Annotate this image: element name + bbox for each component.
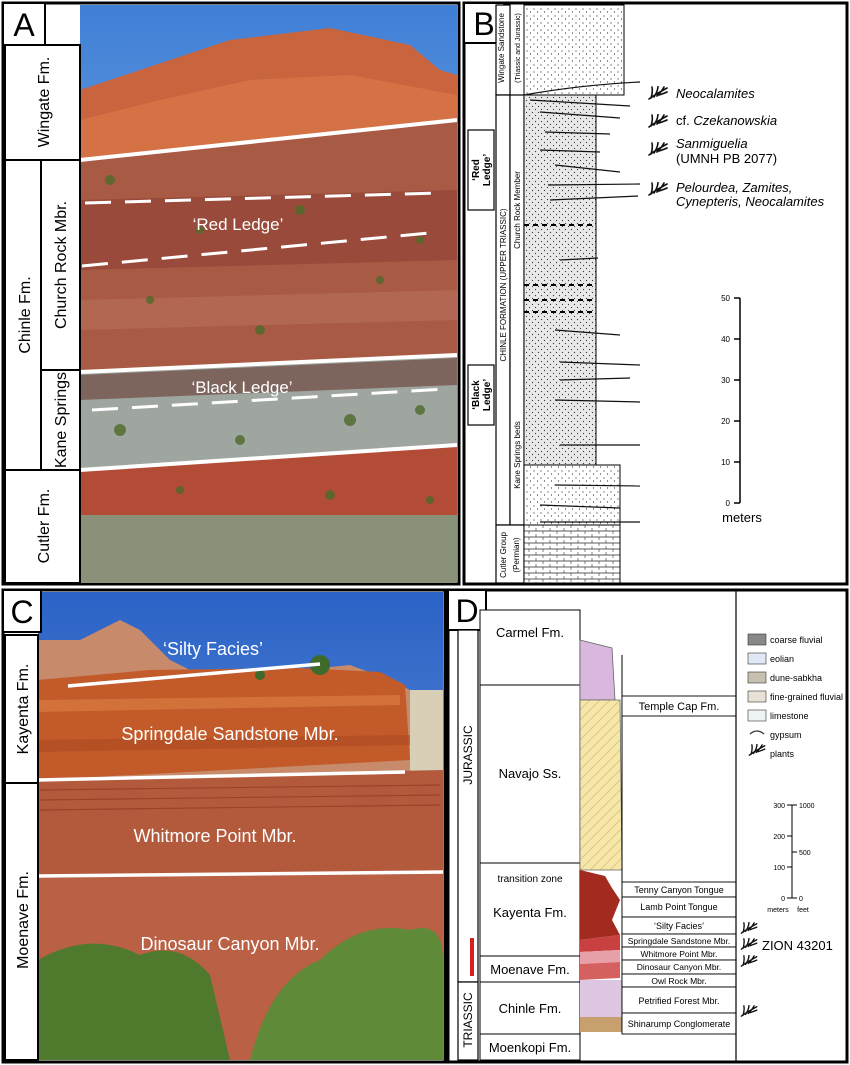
panel-a: ‘Red Ledge’ ‘Black Ledge’ Wingate Fm. Ch… [1, 1, 461, 586]
scale-tick-20: 20 [721, 417, 730, 426]
cutler-group-label: Cutler Group [499, 532, 508, 578]
panel-d-legend [747, 633, 767, 756]
scale-tick-50: 50 [721, 294, 730, 303]
lamb-point-label: Lamb Point Tongue [640, 902, 717, 912]
panel-b-side-columns [467, 4, 525, 584]
scale-tick-30: 30 [721, 376, 730, 385]
scale-feet-label: feet [797, 907, 809, 914]
scale-tick-0: 0 [726, 499, 731, 508]
temple-cap-label: Temple Cap Fm. [639, 701, 720, 713]
tenny-canyon-label: Tenny Canyon Tongue [634, 885, 723, 895]
wingate-age-label: (Triassic and Jurassic) [515, 13, 522, 83]
scale-ft-1000: 1000 [799, 803, 815, 810]
panel-d-formation-boxes [479, 609, 581, 1061]
kane-springs-label: Kane Springs [53, 372, 70, 468]
whitmore-d-label: Whitmore Point Mbr. [641, 949, 718, 959]
panel-c-unit-strip [4, 634, 39, 1061]
panel-a-letter: A [13, 7, 35, 43]
petrified-forest-label: Petrified Forest Mbr. [638, 996, 719, 1006]
wingate-label: Wingate Fm. [36, 57, 53, 148]
scale-m-200: 200 [773, 834, 785, 841]
carmel-label: Carmel Fm. [496, 625, 564, 640]
whitmore-label: Whitmore Point Mbr. [133, 826, 296, 846]
black-ledge-label: ‘Black Ledge’ [191, 378, 292, 397]
panel-a-contact-lines [79, 118, 458, 472]
owl-rock-label: Owl Rock Mbr. [651, 976, 706, 986]
transition-zone-label: transition zone [497, 874, 562, 885]
scale-m-100: 100 [773, 865, 785, 872]
red-ledge-side-1: ‘Red [471, 159, 482, 181]
moenave-formation-label: Moenave Fm. [490, 962, 569, 977]
kane-springs-beds-label: Kane Springs beds [513, 421, 522, 489]
panel-b: B Wingate Sandstone (Triassic and Jurass… [462, 1, 849, 586]
springdale-d-label: Springdale Sandstone Mbr. [628, 936, 731, 946]
dinosaur-d-label: Dinosaur Canyon Mbr. [637, 962, 722, 972]
chinle-formation-label: CHINLE FORMATION (UPPER TRIASSIC) [499, 208, 508, 361]
scale-tick-10: 10 [721, 458, 730, 467]
panel-c-contact-lines [37, 662, 444, 878]
permian-label: (Permian) [512, 537, 521, 572]
moenave-label: Moenave Fm. [15, 871, 32, 969]
scale-ft-500: 500 [799, 850, 811, 857]
plant-neocalamites: Neocalamites [676, 86, 755, 101]
plant-sanmiguelia-specimen: (UMNH PB 2077) [676, 151, 777, 166]
legend-fine-grained-fluvial: fine-grained fluvial [770, 692, 843, 702]
scale-meters-label: meters [767, 907, 789, 914]
panel-d: D JURASSIC TRIASSIC Carmel Fm. Navajo Ss… [446, 588, 849, 1064]
panel-d-scale-bar [787, 804, 797, 899]
panel-c-letter: C [10, 594, 33, 630]
legend-gypsum: gypsum [770, 730, 802, 740]
springdale-label: Springdale Sandstone Mbr. [121, 724, 338, 744]
navajo-label: Navajo Ss. [499, 766, 562, 781]
scale-unit-meters: meters [722, 510, 762, 525]
panel-d-member-boxes [621, 695, 737, 1035]
panel-b-scale-bar [734, 297, 741, 504]
chinle-label: Chinle Fm. [17, 276, 34, 353]
panel-a-unit-strip [4, 44, 81, 584]
dinosaur-label: Dinosaur Canyon Mbr. [140, 934, 319, 954]
wingate-sandstone-label: Wingate Sandstone [497, 13, 506, 83]
moenkopi-label: Moenkopi Fm. [489, 1040, 571, 1055]
chinle-formation-d-label: Chinle Fm. [499, 1001, 562, 1016]
panel-d-system-column [457, 629, 479, 1061]
jurassic-label: JURASSIC [461, 725, 475, 785]
scale-tick-40: 40 [721, 335, 730, 344]
shinarump-label: Shinarump Conglomerate [628, 1019, 731, 1029]
panel-b-column [523, 4, 641, 584]
triassic-label: TRIASSIC [461, 992, 475, 1048]
scale-m-300: 300 [773, 803, 785, 810]
kayenta-label: Kayenta Fm. [15, 664, 32, 755]
black-ledge-side-2: Ledge’ [482, 379, 493, 411]
legend-eolian: eolian [770, 654, 794, 664]
black-ledge-side-1: ‘Black [471, 380, 482, 410]
church-rock-label: Church Rock Mbr. [53, 201, 70, 329]
zion-specimen-label: ZION 43201 [762, 938, 833, 953]
panel-a-ledge-dashes [81, 191, 446, 412]
panel-c: ‘Silty Facies’ Springdale Sandstone Mbr.… [1, 588, 447, 1064]
church-rock-member-label: Church Rock Member [513, 171, 522, 249]
kayenta-formation-label: Kayenta Fm. [493, 905, 567, 920]
legend-dune-sabkha: dune-sabkha [770, 673, 822, 683]
red-ledge-label: ‘Red Ledge’ [193, 215, 284, 234]
silty-facies-label: ‘Silty Facies’ [163, 639, 263, 659]
panel-a-photo [80, 5, 457, 583]
silty-facies-d-label: ‘Silty Facies’ [654, 921, 704, 931]
scale-ft-0: 0 [799, 896, 803, 903]
plant-czekanowskia: cf. Czekanowskia [676, 113, 777, 128]
red-marker [470, 938, 474, 976]
panel-b-letter: B [473, 6, 494, 42]
cutler-label: Cutler Fm. [36, 489, 53, 564]
panel-d-lithology-column [579, 639, 623, 1034]
red-ledge-side-2: Ledge’ [482, 154, 493, 186]
plant-pelourdea: Pelourdea, Zamites, [676, 180, 792, 195]
legend-limestone: limestone [770, 711, 809, 721]
plant-cynepteris: Cynepteris, Neocalamites [676, 194, 825, 209]
plant-sanmiguelia: Sanmiguelia [676, 136, 748, 151]
panel-d-letter: D [455, 593, 478, 629]
scale-m-0: 0 [781, 896, 785, 903]
legend-plants: plants [770, 749, 795, 759]
legend-coarse-fluvial: coarse fluvial [770, 635, 823, 645]
